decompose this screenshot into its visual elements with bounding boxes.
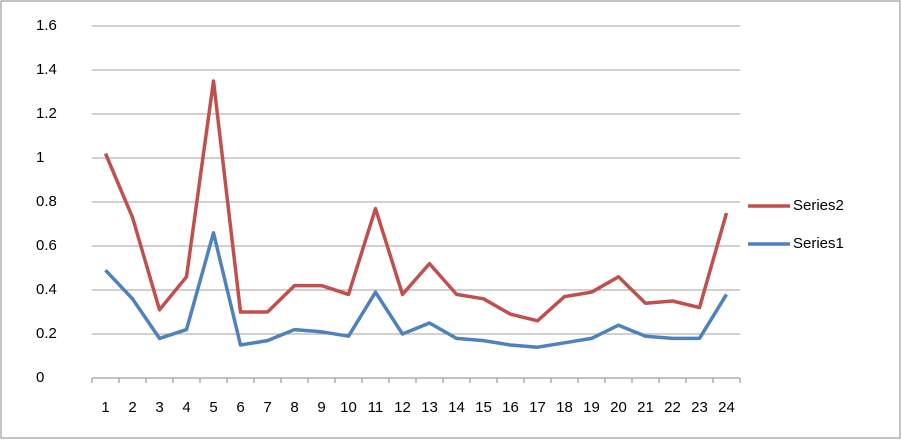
- y-tick-label: 0: [36, 369, 44, 386]
- x-tick-label: 19: [583, 399, 600, 416]
- y-tick-label: 0.2: [36, 325, 57, 342]
- x-tick-label: 14: [448, 399, 465, 416]
- x-tick-label: 12: [394, 399, 411, 416]
- x-tick-label: 3: [155, 399, 163, 416]
- legend-label: Series1: [793, 235, 844, 252]
- x-tick-label: 7: [263, 399, 271, 416]
- x-tick-label: 18: [556, 399, 573, 416]
- y-tick-label: 0.6: [36, 237, 57, 254]
- x-tick-label: 15: [475, 399, 492, 416]
- x-tick-label: 4: [182, 399, 190, 416]
- x-tick-label: 11: [368, 399, 384, 416]
- x-tick-label: 24: [718, 399, 735, 416]
- x-tick-label: 17: [529, 399, 546, 416]
- x-tick-label: 21: [637, 399, 654, 416]
- x-tick-label: 22: [664, 399, 681, 416]
- x-tick-label: 16: [502, 399, 519, 416]
- x-tick-label: 10: [340, 399, 357, 416]
- y-tick-label: 1.6: [36, 17, 57, 34]
- x-tick-label: 13: [421, 399, 438, 416]
- x-tick-label: 23: [691, 399, 708, 416]
- series-line: [103, 79, 729, 323]
- legend-label: Series2: [793, 197, 844, 214]
- x-tick-label: 5: [209, 399, 217, 416]
- x-tick-label: 9: [317, 399, 325, 416]
- x-tick-label: 8: [290, 399, 298, 416]
- y-tick-label: 1.4: [36, 61, 57, 78]
- x-tick-label: 1: [101, 399, 109, 416]
- y-tick-label: 1.2: [36, 105, 57, 122]
- x-tick-label: 6: [236, 399, 244, 416]
- x-tick-label: 20: [610, 399, 627, 416]
- y-tick-label: 0.8: [36, 193, 57, 210]
- x-tick-label: 2: [128, 399, 136, 416]
- y-tick-label: 0.4: [36, 281, 57, 298]
- y-tick-label: 1: [36, 149, 44, 166]
- series-line: [104, 231, 728, 349]
